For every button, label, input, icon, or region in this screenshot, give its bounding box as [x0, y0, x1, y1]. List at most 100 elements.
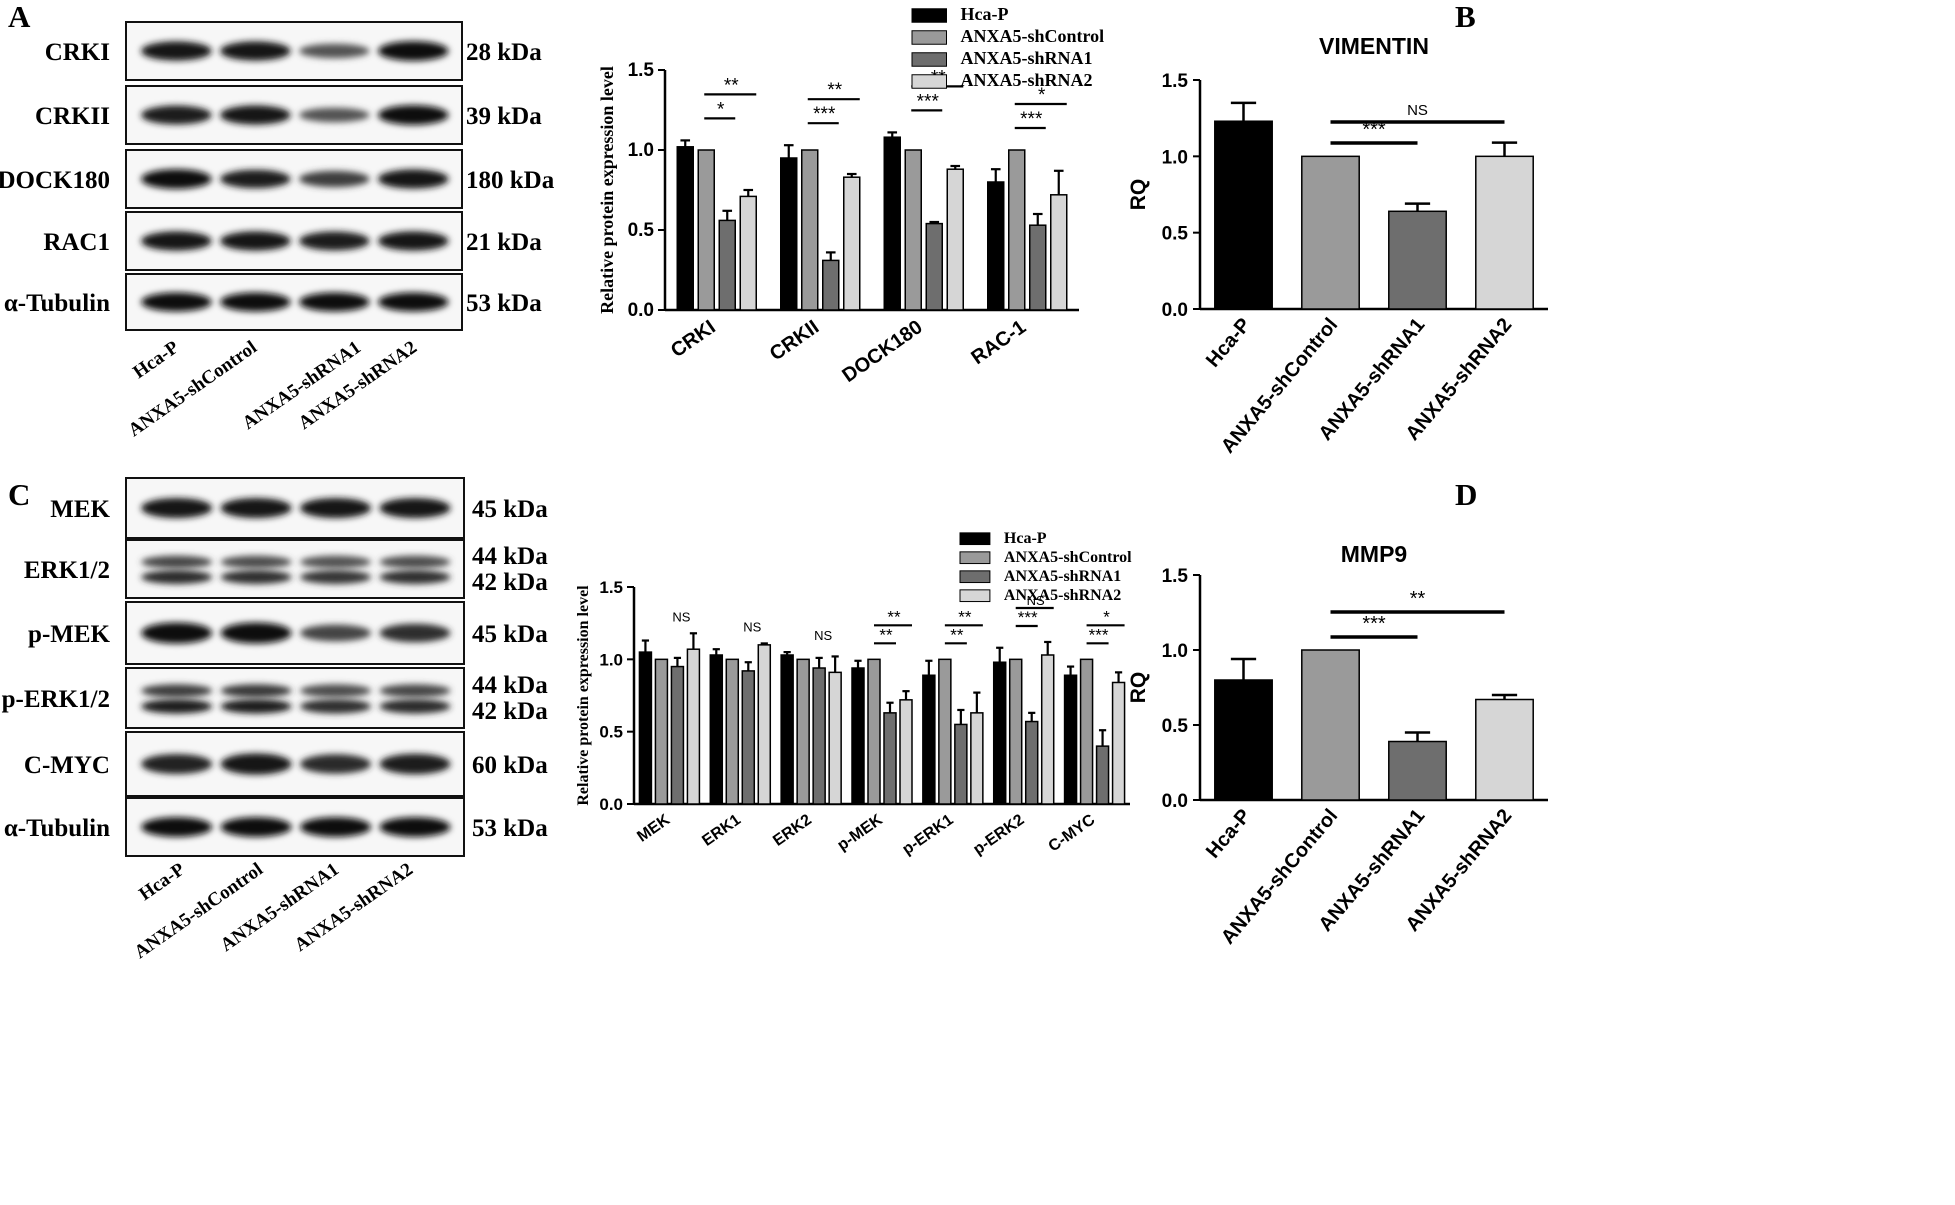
significance-marker: NS: [672, 609, 690, 624]
blot-band: [141, 498, 213, 518]
blot-band-upper: [141, 684, 213, 698]
blot-band: [299, 231, 370, 251]
bar-crkii-3: [843, 176, 861, 311]
blot-band: [141, 292, 212, 312]
y-axis-label: RQ: [1127, 672, 1150, 704]
blot-band-upper: [220, 555, 292, 569]
blot-lane-label: Hca-P: [135, 859, 189, 905]
blot-band: [378, 169, 449, 189]
bar-chart-a: 0.0 0.5 1.0 1.5 Relative protein expression …: [597, 4, 1104, 387]
legend-label: Hca-P: [961, 4, 1009, 24]
bar-crkii-2: [822, 259, 840, 311]
blot-band: [378, 41, 449, 61]
bar-p-erk1-3: [970, 712, 984, 805]
blot-band: [220, 41, 291, 61]
blot-band: [378, 231, 449, 251]
blot-band: [220, 105, 291, 125]
bar-erk1-0: [709, 654, 724, 805]
blot-band: [300, 817, 372, 837]
legend-label: ANXA5-shRNA1: [961, 48, 1093, 68]
significance-marker: ***: [1362, 119, 1386, 141]
y-tick-label: 0.5: [628, 220, 655, 241]
blot-kda-label: 45 kDa: [472, 621, 548, 648]
blot-band-lower: [141, 699, 213, 714]
x-category-label: CRKII: [766, 316, 823, 365]
blot-band: [379, 817, 451, 837]
significance-marker: **: [827, 80, 842, 101]
bar-p-erk1-0: [922, 674, 936, 805]
y-tick-label: 0.5: [1162, 716, 1189, 737]
bar-p-erk2-0: [992, 661, 1007, 805]
blot-membrane: [125, 667, 465, 729]
panel-label-a: A: [8, 0, 31, 34]
legend-swatch: [911, 74, 947, 89]
blot-band-lower: [141, 570, 213, 585]
legend-label: ANXA5-shControl: [961, 26, 1105, 46]
blot-band-lower: [379, 699, 451, 714]
legend-label: ANXA5-shRNA2: [961, 70, 1093, 90]
blot-kda-label: 42 kDa: [472, 698, 548, 725]
legend-swatch: [959, 570, 991, 584]
y-tick-label: 1.0: [628, 140, 654, 161]
blot-row-rac1: RAC1 21 kDa: [43, 211, 542, 271]
blot-band: [220, 231, 291, 251]
y-tick-label: 0.0: [1162, 791, 1188, 812]
bar-anxa5-shrna1: [1388, 210, 1447, 310]
legend-swatch: [959, 589, 991, 603]
x-category-label: p-ERK2: [970, 811, 1027, 858]
bar-c-myc-1: [1079, 658, 1094, 805]
y-tick-label: 1.0: [1162, 641, 1188, 662]
blot-protein-label: α-Tubulin: [4, 815, 110, 842]
bar-p-mek-1: [867, 658, 881, 805]
legend-label: Hca-P: [1004, 530, 1047, 547]
blot-kda-label: 53 kDa: [472, 815, 548, 842]
y-tick-label: 0.0: [1162, 300, 1188, 321]
blot-row-cmyc: C-MYC 60 kDa: [24, 731, 548, 797]
bar-erk2-2: [812, 667, 826, 805]
blot-row-mek: MEK 45 kDa: [50, 477, 548, 539]
blot-kda-label: 39 kDa: [466, 103, 542, 130]
blot-band: [220, 169, 291, 189]
blot-band-lower: [220, 570, 292, 585]
bar-anxa5-shrna2: [1475, 155, 1534, 310]
panel-label-d: D: [1455, 477, 1477, 512]
bar-p-mek-0: [851, 667, 865, 805]
blot-band-upper: [379, 684, 451, 698]
blot-band: [141, 753, 213, 775]
y-tick-label: 0.5: [599, 723, 623, 742]
bar-p-mek-2: [883, 712, 897, 805]
blot-lane-label: ANXA5-shControl: [125, 337, 261, 441]
blot-band-upper: [300, 684, 372, 698]
bar-erk2-0: [780, 654, 794, 805]
blot-band: [141, 817, 213, 837]
bar-p-mek-3: [899, 699, 913, 805]
blot-kda-label: 28 kDa: [466, 39, 542, 66]
bar-c-myc-3: [1111, 681, 1126, 805]
bar-crkii-0: [780, 157, 798, 311]
bar-p-erk2-2: [1024, 720, 1039, 805]
y-tick-label: 1.5: [1162, 566, 1189, 587]
panel-label-c: C: [8, 477, 30, 512]
blot-membrane: [125, 539, 465, 599]
significance-marker: *: [717, 99, 725, 120]
bar-anxa5-shrna1: [1388, 740, 1447, 801]
blot-row-crki: CRKI 28 kDa: [45, 21, 542, 81]
y-tick-label: 1.5: [628, 60, 655, 81]
legend: Hca-PANXA5-shControlANXA5-shRNA1ANXA5-sh…: [911, 4, 1105, 90]
blot-band: [220, 622, 292, 644]
blot-band: [141, 105, 212, 125]
bar-erk1-2: [741, 670, 756, 805]
blot-protein-label: MEK: [50, 496, 110, 523]
bar-chart-vimentin: VIMENTIN0.00.51.01.5RQHca-PANXA5-shContr…: [1127, 33, 1548, 458]
bar-crki-3: [739, 195, 757, 311]
legend-label: ANXA5-shControl: [1004, 549, 1132, 566]
blot-row-dock180: DOCK180 180 kDa: [0, 149, 555, 209]
blot-band-lower: [300, 570, 372, 585]
significance-marker: ***: [1089, 625, 1109, 644]
blot-band: [141, 41, 212, 61]
significance-marker: ***: [1362, 613, 1386, 635]
bar-chart-mmp9: MMP90.00.51.01.5RQHca-PANXA5-shControlAN…: [1127, 541, 1548, 949]
blot-band: [141, 622, 213, 644]
